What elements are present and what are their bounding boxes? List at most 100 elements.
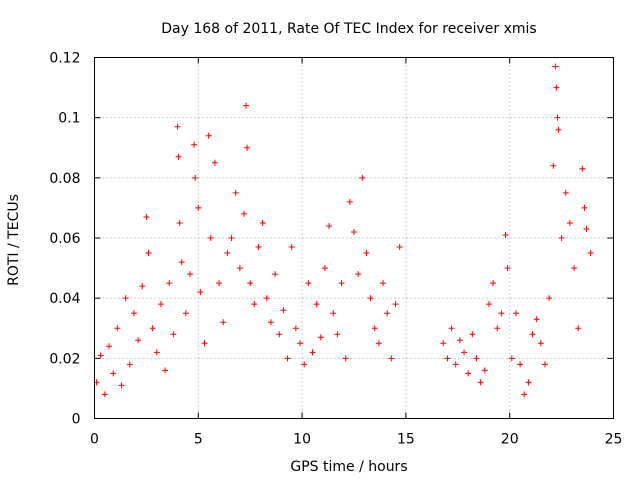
data-point xyxy=(521,391,528,398)
data-points xyxy=(93,63,594,398)
data-point xyxy=(175,153,182,160)
data-point xyxy=(122,295,129,302)
data-point xyxy=(267,319,274,326)
data-point xyxy=(97,352,104,359)
data-point xyxy=(388,355,395,362)
x-tick-label: 15 xyxy=(397,432,415,448)
data-point xyxy=(170,331,177,338)
y-tick-label: 0.1 xyxy=(58,111,80,127)
data-point xyxy=(149,325,156,332)
axis-ticks xyxy=(94,57,614,419)
x-tick-label: 0 xyxy=(90,432,99,448)
data-point xyxy=(537,340,544,347)
data-point xyxy=(139,283,146,290)
data-point xyxy=(228,235,235,241)
data-point xyxy=(251,301,258,308)
data-point xyxy=(375,340,382,347)
data-point xyxy=(240,210,247,217)
data-point xyxy=(363,250,370,257)
data-point xyxy=(232,189,239,196)
data-point xyxy=(342,355,349,362)
data-point xyxy=(272,271,279,278)
data-point xyxy=(174,123,181,130)
data-point xyxy=(276,331,283,338)
data-point xyxy=(192,174,199,181)
data-point xyxy=(554,114,561,121)
x-axis-label: GPS time / hours xyxy=(290,459,407,475)
data-point xyxy=(292,325,299,332)
y-tick-label: 0.02 xyxy=(49,351,80,367)
data-point xyxy=(236,265,243,272)
data-point xyxy=(207,235,214,241)
data-point xyxy=(284,355,291,362)
data-point xyxy=(220,319,227,326)
data-point xyxy=(201,340,208,347)
data-point xyxy=(440,340,447,347)
data-point xyxy=(502,231,509,238)
data-point xyxy=(346,198,353,205)
data-point xyxy=(118,382,125,389)
x-tick-label: 25 xyxy=(605,432,623,448)
data-point xyxy=(321,265,328,272)
data-point xyxy=(555,126,562,133)
x-tick-label: 10 xyxy=(293,432,311,448)
data-point xyxy=(224,250,231,257)
data-point xyxy=(330,310,337,317)
y-tick-label: 0.06 xyxy=(49,231,80,247)
data-point xyxy=(305,280,312,287)
data-point xyxy=(579,165,586,172)
data-point xyxy=(541,361,548,368)
data-point xyxy=(581,204,588,211)
data-point xyxy=(504,265,511,272)
y-axis-label: ROTI / TECUs xyxy=(6,194,22,286)
data-point xyxy=(288,244,295,251)
data-point xyxy=(126,361,133,368)
data-point xyxy=(371,325,378,332)
data-point xyxy=(135,337,142,344)
data-point xyxy=(301,361,308,368)
data-point xyxy=(216,280,223,287)
data-point xyxy=(334,331,341,338)
data-point xyxy=(448,325,455,332)
data-point xyxy=(392,301,399,308)
chart-title: Day 168 of 2011, Rate Of TEC Index for r… xyxy=(161,21,536,37)
data-point xyxy=(153,349,160,356)
data-point xyxy=(211,159,218,166)
data-point xyxy=(162,367,169,374)
data-point xyxy=(297,340,304,347)
data-point xyxy=(562,189,569,196)
data-point xyxy=(351,228,357,235)
data-point xyxy=(263,295,270,302)
data-point xyxy=(533,316,540,323)
data-point xyxy=(178,259,185,266)
tick-labels: 0 5 10 15 20 25 0 0.02 0.04 0.06 0.08 0.1 0.12 xyxy=(49,51,622,448)
data-point xyxy=(247,280,254,287)
y-tick-label: 0.04 xyxy=(49,291,80,307)
data-point xyxy=(558,235,565,241)
data-point xyxy=(473,355,480,362)
data-point xyxy=(106,343,113,350)
data-point xyxy=(143,213,150,220)
data-point xyxy=(575,325,582,332)
data-point xyxy=(110,370,117,377)
data-point xyxy=(367,295,374,302)
x-tick-label: 5 xyxy=(194,432,203,448)
data-point xyxy=(243,102,250,109)
x-tick-label: 20 xyxy=(501,432,519,448)
data-point xyxy=(114,325,121,332)
data-point xyxy=(465,370,472,377)
data-point xyxy=(313,301,320,308)
data-point xyxy=(130,310,137,317)
data-point xyxy=(259,219,266,226)
data-point xyxy=(477,379,484,386)
data-point xyxy=(205,132,212,139)
data-point xyxy=(176,219,183,226)
data-point xyxy=(571,265,578,272)
data-point xyxy=(494,325,501,332)
data-point xyxy=(359,174,366,181)
data-point xyxy=(444,355,451,362)
data-point xyxy=(550,162,557,169)
data-point xyxy=(317,334,324,341)
data-point xyxy=(552,63,559,70)
